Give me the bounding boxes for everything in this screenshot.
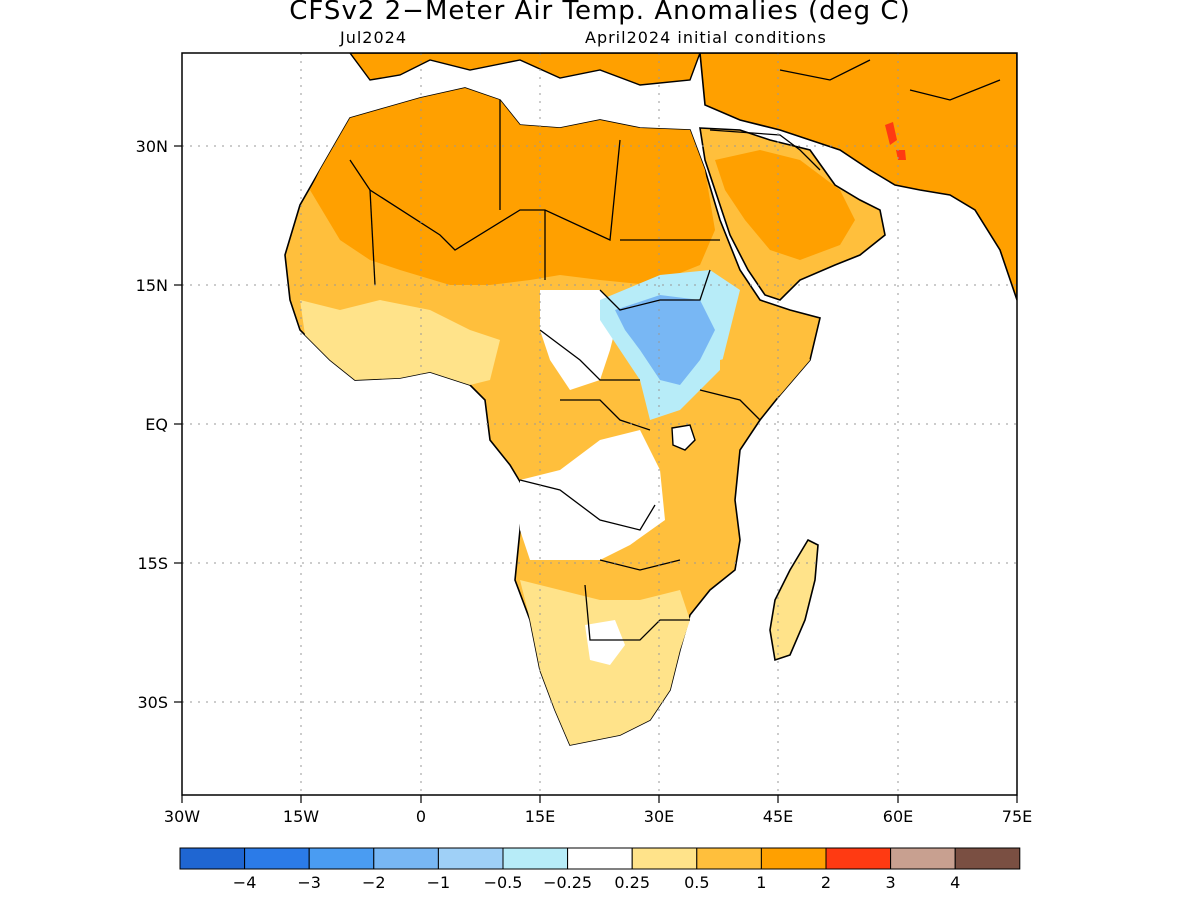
legend-label: 1 — [756, 873, 766, 892]
legend-swatch — [437, 847, 504, 870]
legend-label: 4 — [950, 873, 960, 892]
lon-label-75e: 75E — [1002, 807, 1032, 826]
map-area — [284, 53, 1017, 746]
legend-swatch — [567, 847, 633, 870]
sahara-orange — [310, 88, 715, 285]
southafrica-white — [585, 620, 625, 665]
lat-label-30n: 30N — [136, 137, 168, 156]
legend-label: 2 — [821, 873, 831, 892]
axis-ticks — [174, 145, 1018, 803]
color-legend — [179, 847, 1021, 870]
lat-label-eq: EQ — [145, 415, 168, 434]
lon-label-30w: 30W — [164, 807, 200, 826]
valid-month: Jul2024 — [340, 28, 408, 47]
legend-swatch — [373, 847, 439, 870]
legend-swatch — [760, 847, 827, 870]
legend-label: −3 — [297, 873, 321, 892]
lon-label-45e: 45E — [763, 807, 793, 826]
sudan-blue — [615, 295, 715, 385]
lon-label-60e: 60E — [883, 807, 913, 826]
iran-red-spot — [885, 122, 897, 145]
legend-swatch — [308, 847, 375, 870]
legend-swatch — [890, 847, 956, 870]
lon-label-30e: 30E — [644, 807, 674, 826]
legend-swatch — [502, 847, 569, 870]
legend-label: −1 — [427, 873, 451, 892]
legend-swatch — [179, 847, 246, 870]
horn-orange — [720, 330, 810, 420]
map-title: CFSv2 2−Meter Air Temp. Anomalies (deg C… — [289, 0, 911, 26]
madagascar — [769, 538, 819, 662]
country-borders — [349, 59, 1001, 641]
legend-label: 0.25 — [614, 873, 650, 892]
lon-label-15w: 15W — [283, 807, 319, 826]
legend-swatch — [696, 847, 762, 870]
lake-victoria — [671, 424, 696, 451]
arabia-orange — [715, 150, 855, 260]
lon-label-15e: 15E — [525, 807, 555, 826]
legend-label: 3 — [886, 873, 896, 892]
legend-label: −4 — [233, 873, 257, 892]
legend-label: −0.5 — [484, 873, 523, 892]
lat-labels: 30N 15N EQ 15S 30S — [136, 137, 168, 712]
europe-land — [349, 53, 701, 86]
asia-land — [699, 53, 1017, 301]
legend-label: −2 — [362, 873, 386, 892]
lat-label-15s: 15S — [137, 554, 168, 573]
lat-label-30s: 30S — [137, 693, 168, 712]
initial-conditions: April2024 initial conditions — [585, 28, 827, 47]
legend-label: −0.25 — [543, 873, 592, 892]
legend-swatch — [825, 847, 892, 870]
lon-labels: 30W 15W 0 15E 30E 45E 60E 75E — [164, 807, 1032, 826]
legend-label: 0.5 — [684, 873, 709, 892]
legend-swatch — [244, 847, 310, 870]
legend-swatch — [631, 847, 698, 870]
westafrica-yellow — [300, 300, 500, 385]
lon-label-0: 0 — [416, 807, 426, 826]
lat-label-15n: 15N — [136, 276, 168, 295]
legend-labels: −4 −3 −2 −1 −0.5 −0.25 0.25 0.5 1 2 3 4 — [233, 873, 960, 892]
gridlines — [182, 53, 1017, 795]
legend-swatch — [954, 847, 1021, 870]
